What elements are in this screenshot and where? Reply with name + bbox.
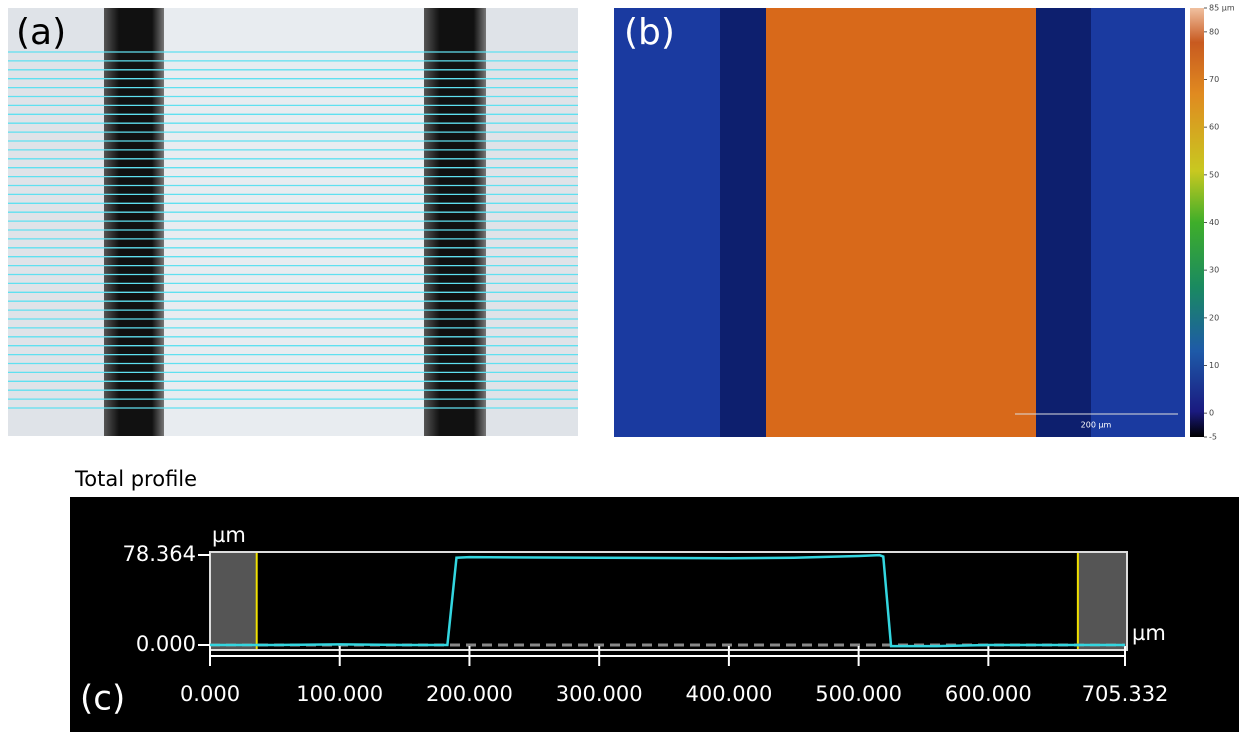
scale-bar-label: 200 µm [1081, 421, 1112, 430]
trench [720, 8, 766, 437]
colorbar-tick-label: 40 [1209, 218, 1219, 227]
colorbar-tick-label: 10 [1209, 361, 1219, 370]
colorbar-tick-label: 20 [1209, 313, 1219, 322]
x-tick-label: 600.000 [945, 682, 1032, 706]
x-tick-label: 500.000 [815, 682, 902, 706]
x-tick-label: 100.000 [296, 682, 383, 706]
x-tick-label: 0.000 [180, 682, 240, 706]
panel-label: (a) [16, 12, 66, 53]
ridge [766, 8, 1036, 437]
profile-line [210, 553, 1125, 648]
colorbar-tick-label: 0 [1209, 409, 1214, 418]
colorbar-tick-label: 30 [1209, 266, 1219, 275]
cursor-region [210, 552, 257, 650]
panel-a: (a) [8, 8, 578, 436]
x-tick-label: 705.332 [1082, 682, 1169, 706]
trench [1035, 8, 1091, 437]
plot-frame [209, 551, 1128, 651]
colorbar-tick-label: 50 [1209, 170, 1219, 179]
colorbar-tick-label: -5 [1209, 433, 1217, 442]
x-tick-label: 400.000 [685, 682, 772, 706]
panel-label: (c) [80, 679, 125, 719]
y-tick-label: 0.000 [136, 632, 196, 656]
y-unit: µm [212, 523, 246, 547]
colorbar-tick-label: 60 [1209, 123, 1219, 132]
x-tick-label: 200.000 [426, 682, 513, 706]
colorbar [1190, 8, 1204, 437]
cursor-region [1077, 552, 1127, 650]
x-tick-label: 300.000 [556, 682, 643, 706]
panel-label: (b) [624, 12, 675, 53]
y-tick-label: 78.364 [123, 542, 196, 566]
chart-title: Total profile [74, 467, 197, 491]
panel-b: 200 µm (b) [614, 8, 1204, 437]
x-unit: µm [1132, 621, 1166, 645]
colorbar-tick-label: 80 [1209, 27, 1219, 36]
colorbar-tick-label: 85 µm [1209, 4, 1235, 13]
plot-background [70, 497, 1239, 732]
colorbar-tick-label: 70 [1209, 75, 1219, 84]
